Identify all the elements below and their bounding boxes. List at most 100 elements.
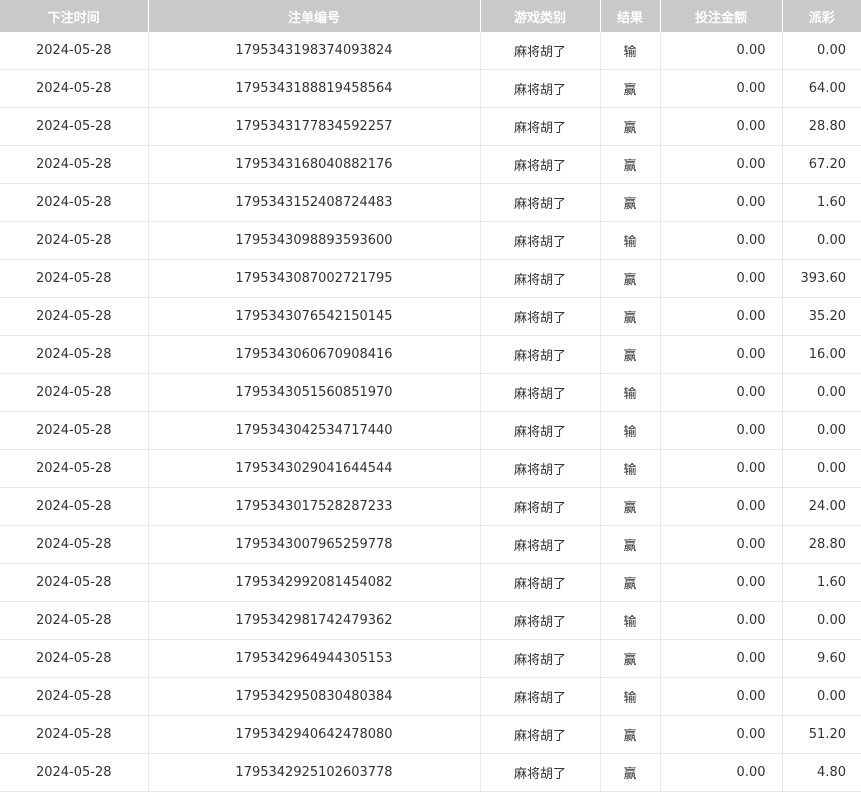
- table-row: 2024-05-28 1795342964944305153 麻将胡了赢 0.00 9.…: [0, 639, 861, 678]
- result-cell: 输: [599, 677, 660, 716]
- table-row: 2024-05-28 1795342925102603778 麻将胡了赢 0.00 4.…: [0, 753, 861, 792]
- game-type-cell: 麻将胡了: [479, 487, 600, 526]
- bet-amount-cell: 0.00: [659, 335, 782, 374]
- bet-time-cell: 2024-05-28: [0, 259, 148, 298]
- bet-time-cell: 2024-05-28: [0, 449, 148, 488]
- game-type-cell: 麻将胡了: [479, 639, 600, 678]
- bet-amount-cell: 0.00: [659, 107, 782, 146]
- bet-amount-cell: 0.00: [659, 525, 782, 564]
- table-header-row: 下注时间 注单编号 游戏类别 结果 投注金额 派彩: [0, 0, 861, 32]
- payout-cell: 51.20: [781, 715, 861, 754]
- bet-time-cell: 2024-05-28: [0, 715, 148, 754]
- bet-amount-cell: 0.00: [659, 221, 782, 260]
- table-row: 2024-05-28 1795342940642478080 麻将胡了赢 0.00 51…: [0, 715, 861, 754]
- bet-time-cell: 2024-05-28: [0, 221, 148, 260]
- payout-cell: 0.00: [781, 221, 861, 260]
- game-type-cell: 麻将胡了: [479, 525, 600, 564]
- table-row: 2024-05-28 1795343042534717440 麻将胡了输 0.00 0.…: [0, 411, 861, 450]
- table-row: 2024-05-28 1795343051560851970 麻将胡了输 0.00 0.…: [0, 373, 861, 412]
- game-type-cell: 麻将胡了: [479, 335, 600, 374]
- game-type-cell: 麻将胡了: [479, 221, 600, 260]
- result-cell: 赢: [599, 639, 660, 678]
- game-type-cell: 麻将胡了: [479, 69, 600, 108]
- table-row: 2024-05-28 1795343198374093824 麻将胡了输 0.00 0.…: [0, 32, 861, 70]
- bet-time-cell: 2024-05-28: [0, 297, 148, 336]
- order-id-cell: 1795343060670908416: [147, 335, 480, 374]
- order-id-cell: 1795343168040882176: [147, 145, 480, 184]
- bet-time-cell: 2024-05-28: [0, 145, 148, 184]
- header-payout: 派彩: [781, 0, 861, 32]
- bet-amount-cell: 0.00: [659, 297, 782, 336]
- header-result: 结果: [599, 0, 660, 32]
- bet-time-cell: 2024-05-28: [0, 487, 148, 526]
- bet-amount-cell: 0.00: [659, 145, 782, 184]
- table-row: 2024-05-28 1795343007965259778 麻将胡了赢 0.00 28…: [0, 525, 861, 564]
- game-type-cell: 麻将胡了: [479, 411, 600, 450]
- bet-time-cell: 2024-05-28: [0, 69, 148, 108]
- payout-cell: 28.80: [781, 107, 861, 146]
- table-row: 2024-05-28 1795343087002721795 麻将胡了赢 0.00 39…: [0, 259, 861, 298]
- result-cell: 输: [599, 373, 660, 412]
- table-row: 2024-05-28 1795343060670908416 麻将胡了赢 0.00 16…: [0, 335, 861, 374]
- order-id-cell: 1795343177834592257: [147, 107, 480, 146]
- result-cell: 输: [599, 221, 660, 260]
- header-order-id: 注单编号: [147, 0, 480, 32]
- bet-time-cell: 2024-05-28: [0, 601, 148, 640]
- bet-time-cell: 2024-05-28: [0, 107, 148, 146]
- order-id-cell: 1795342981742479362: [147, 601, 480, 640]
- payout-cell: 9.60: [781, 639, 861, 678]
- result-cell: 赢: [599, 525, 660, 564]
- result-cell: 赢: [599, 145, 660, 184]
- result-cell: 输: [599, 411, 660, 450]
- table-row: 2024-05-28 1795343029041644544 麻将胡了输 0.00 0.…: [0, 449, 861, 488]
- result-cell: 输: [599, 32, 660, 70]
- bet-time-cell: 2024-05-28: [0, 411, 148, 450]
- game-type-cell: 麻将胡了: [479, 32, 600, 70]
- table-row: 2024-05-28 1795343188819458564 麻将胡了赢 0.00 64…: [0, 69, 861, 108]
- table-row: 2024-05-28 1795343076542150145 麻将胡了赢 0.00 35…: [0, 297, 861, 336]
- header-bet-amount: 投注金额: [659, 0, 782, 32]
- game-type-cell: 麻将胡了: [479, 259, 600, 298]
- bet-amount-cell: 0.00: [659, 715, 782, 754]
- bet-time-cell: 2024-05-28: [0, 373, 148, 412]
- bet-amount-cell: 0.00: [659, 259, 782, 298]
- bet-time-cell: 2024-05-28: [0, 525, 148, 564]
- header-bet-time: 下注时间: [0, 0, 148, 32]
- game-type-cell: 麻将胡了: [479, 601, 600, 640]
- bet-amount-cell: 0.00: [659, 753, 782, 792]
- payout-cell: 4.80: [781, 753, 861, 792]
- payout-cell: 64.00: [781, 69, 861, 108]
- order-id-cell: 1795342950830480384: [147, 677, 480, 716]
- table-row: 2024-05-28 1795343098893593600 麻将胡了输 0.00 0.…: [0, 221, 861, 260]
- order-id-cell: 1795343051560851970: [147, 373, 480, 412]
- payout-cell: 0.00: [781, 373, 861, 412]
- result-cell: 赢: [599, 259, 660, 298]
- bet-amount-cell: 0.00: [659, 32, 782, 70]
- table-row: 2024-05-28 1795343168040882176 麻将胡了赢 0.00 67…: [0, 145, 861, 184]
- result-cell: 赢: [599, 753, 660, 792]
- bet-time-cell: 2024-05-28: [0, 563, 148, 602]
- bet-amount-cell: 0.00: [659, 373, 782, 412]
- order-id-cell: 1795343007965259778: [147, 525, 480, 564]
- payout-cell: 0.00: [781, 32, 861, 70]
- game-type-cell: 麻将胡了: [479, 107, 600, 146]
- table-row: 2024-05-28 1795342992081454082 麻将胡了赢 0.00 1.…: [0, 563, 861, 602]
- result-cell: 赢: [599, 563, 660, 602]
- payout-cell: 35.20: [781, 297, 861, 336]
- result-cell: 输: [599, 601, 660, 640]
- bet-amount-cell: 0.00: [659, 601, 782, 640]
- payout-cell: 0.00: [781, 601, 861, 640]
- bet-amount-cell: 0.00: [659, 449, 782, 488]
- payout-cell: 28.80: [781, 525, 861, 564]
- result-cell: 赢: [599, 107, 660, 146]
- game-type-cell: 麻将胡了: [479, 449, 600, 488]
- payout-cell: 0.00: [781, 449, 861, 488]
- game-type-cell: 麻将胡了: [479, 753, 600, 792]
- order-id-cell: 1795343042534717440: [147, 411, 480, 450]
- payout-cell: 16.00: [781, 335, 861, 374]
- header-game-type: 游戏类别: [479, 0, 600, 32]
- order-id-cell: 1795342925102603778: [147, 753, 480, 792]
- order-id-cell: 1795343087002721795: [147, 259, 480, 298]
- game-type-cell: 麻将胡了: [479, 715, 600, 754]
